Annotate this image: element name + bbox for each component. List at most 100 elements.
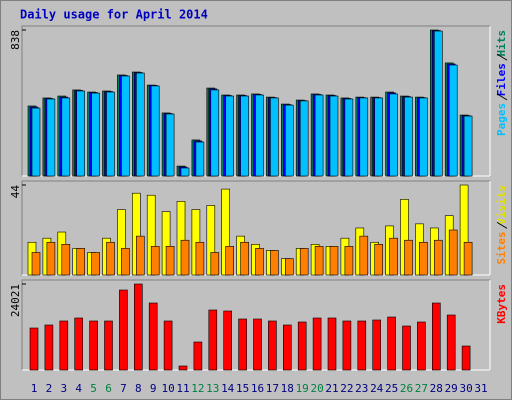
bar <box>238 318 247 371</box>
bar <box>163 320 173 371</box>
bar <box>344 98 354 177</box>
x-tick-label: 27 <box>415 382 428 395</box>
bar <box>253 318 262 371</box>
legend-entry: Files <box>495 63 508 96</box>
bar <box>431 302 441 371</box>
bar <box>225 95 234 177</box>
x-tick-label: 24 <box>370 382 384 395</box>
legend: KBytes <box>495 284 508 324</box>
bar <box>374 244 384 276</box>
bar <box>270 97 279 177</box>
x-tick-label: 8 <box>135 382 142 395</box>
x-tick-label: 17 <box>266 382 279 395</box>
bar <box>433 239 443 276</box>
bar <box>463 115 473 177</box>
bar <box>91 252 100 276</box>
x-tick-label: 12 <box>191 382 204 395</box>
bar <box>195 141 205 177</box>
bar <box>344 246 354 276</box>
bar <box>299 100 309 177</box>
bar <box>193 341 203 371</box>
bar <box>329 95 339 177</box>
x-tick-label: 13 <box>206 382 219 395</box>
x-tick-label: 9 <box>150 382 157 395</box>
x-tick-label: 2 <box>46 382 53 395</box>
bar <box>104 320 113 371</box>
bar <box>284 104 294 177</box>
bar <box>255 94 264 177</box>
bar <box>31 252 41 276</box>
y-tick-label: 838 <box>9 30 22 50</box>
legend-entry: Sites <box>495 231 508 264</box>
x-tick-label: 28 <box>430 382 443 395</box>
bar <box>404 96 413 177</box>
legend-text: Pages Files Hits <box>495 30 508 136</box>
bar <box>210 252 220 276</box>
bar <box>91 92 100 177</box>
legend-entry: Visits <box>495 185 508 225</box>
bar <box>419 241 428 276</box>
y-tick-label: 44 <box>9 185 22 199</box>
bar <box>165 246 175 276</box>
x-tick-label: 30 <box>459 382 472 395</box>
legend-text: Sites Visits <box>495 185 508 265</box>
bar <box>461 345 471 371</box>
bar <box>74 317 83 371</box>
bar <box>314 246 324 276</box>
bar <box>419 97 428 177</box>
bar <box>284 258 294 276</box>
legend-entry: Pages <box>495 103 508 136</box>
bar <box>402 325 411 371</box>
bar <box>225 246 234 276</box>
bar <box>180 167 190 177</box>
bar <box>121 75 130 177</box>
bar <box>342 320 352 371</box>
bar <box>299 248 309 276</box>
x-tick-label: 6 <box>105 382 112 395</box>
bar <box>374 97 384 177</box>
bar <box>61 97 71 177</box>
bar <box>448 64 458 177</box>
bar <box>359 235 369 276</box>
x-tick-label: 5 <box>90 382 97 395</box>
bar <box>150 246 160 276</box>
x-tick-label: 22 <box>340 382 353 395</box>
x-tick-label: 29 <box>445 382 458 395</box>
x-tick-label: 1 <box>31 382 38 395</box>
bar <box>208 309 218 371</box>
bar <box>136 235 145 276</box>
bar <box>134 283 143 371</box>
bar <box>29 327 39 371</box>
bar <box>240 95 249 177</box>
bar <box>46 241 56 276</box>
bar <box>210 89 220 177</box>
bar <box>46 98 56 177</box>
bar <box>255 248 264 276</box>
legend-slash <box>496 53 508 61</box>
bar <box>165 113 175 177</box>
legend: Pages Files Hits <box>495 30 508 136</box>
legend-slash <box>496 93 508 101</box>
legend-slash <box>496 221 508 229</box>
x-tick-label: 20 <box>310 382 323 395</box>
bar <box>106 91 115 177</box>
bar <box>178 365 188 371</box>
x-tick-label: 14 <box>221 382 235 395</box>
bar <box>417 321 426 371</box>
x-tick-label: 3 <box>60 382 67 395</box>
x-tick-label: 25 <box>385 382 398 395</box>
x-tick-label: 10 <box>161 382 174 395</box>
bar <box>76 90 85 177</box>
bar <box>314 94 324 177</box>
x-tick-label: 23 <box>355 382 368 395</box>
x-tick-label: 16 <box>251 382 264 395</box>
x-tick-label: 11 <box>176 382 189 395</box>
legend-entry: Hits <box>495 30 508 57</box>
bar <box>327 317 337 371</box>
bar <box>433 30 443 177</box>
bar <box>106 241 115 276</box>
chart-title: Daily usage for April 2014 <box>20 8 208 22</box>
bar <box>223 310 232 371</box>
bar <box>136 72 145 177</box>
